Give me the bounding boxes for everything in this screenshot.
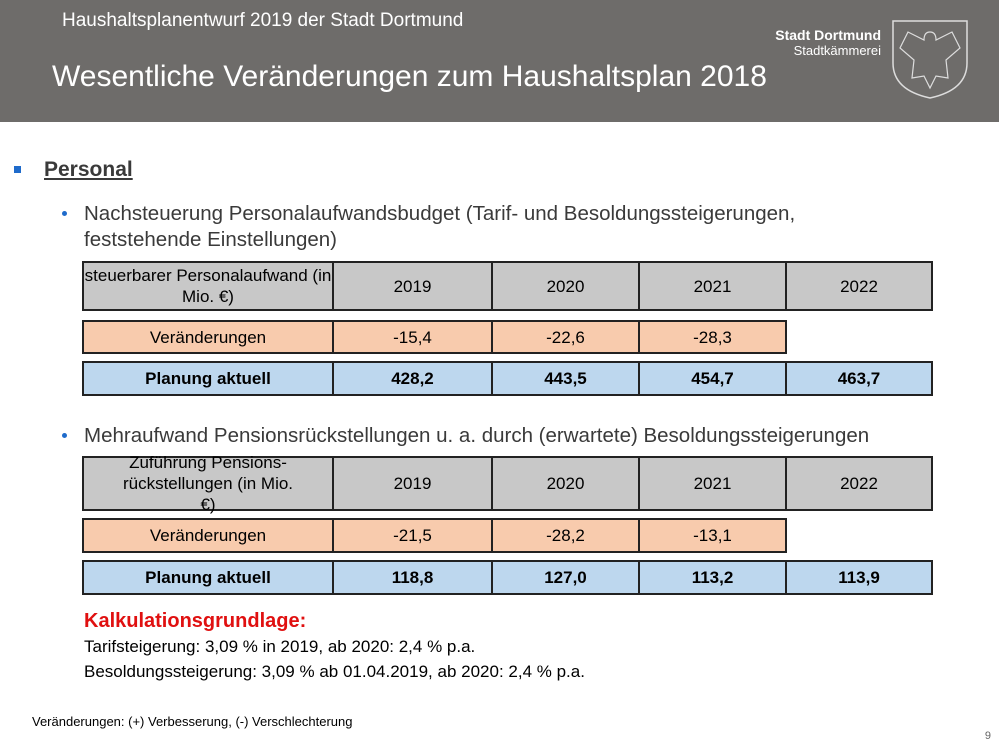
table-cell: -22,6: [491, 320, 640, 354]
table-cell: Planung aktuell: [82, 361, 334, 396]
table-cell: steuerbarer Personalaufwand (in Mio. €): [82, 261, 334, 311]
table-cell: 454,7: [638, 361, 787, 396]
table-cell: Veränderungen: [82, 518, 334, 553]
header-band: Haushaltsplanentwurf 2019 der Stadt Dort…: [0, 0, 999, 122]
calc-heading: Kalkulationsgrundlage:: [84, 610, 307, 632]
brand-dept: Stadtkämmerei: [793, 43, 881, 58]
table-cell: 2020: [491, 456, 640, 511]
calc-line1: Tarifsteigerung: 3,09 % in 2019, ab 2020…: [84, 637, 476, 656]
bullet1-line1: Nachsteuerung Personalaufwandsbudget (Ta…: [84, 202, 796, 225]
calc-line2: Besoldungssteigerung: 3,09 % ab 01.04.20…: [84, 662, 585, 681]
table-cell: 428,2: [332, 361, 493, 396]
table-cell: 118,8: [332, 560, 493, 595]
table-row-changes: Veränderungen -21,5 -28,2 -13,1: [82, 518, 787, 553]
page-number: 9: [984, 730, 991, 742]
table-cell: -13,1: [638, 518, 787, 553]
table-cell: -28,3: [638, 320, 787, 354]
table-cell: -28,2: [491, 518, 640, 553]
slide-title: Wesentliche Veränderungen zum Haushaltsp…: [52, 60, 767, 93]
table-row-plan: Planung aktuell 428,2 443,5 454,7 463,7: [82, 361, 933, 396]
eagle-crest-icon: [892, 20, 968, 99]
table-cell: 113,2: [638, 560, 787, 595]
bullet2-text: Mehraufwand Pensionsrückstellungen u. a.…: [84, 424, 870, 447]
table-cell: 443,5: [491, 361, 640, 396]
section-heading: Personal: [44, 158, 133, 181]
table-cell: 2022: [785, 261, 933, 311]
table-row-changes: Veränderungen -15,4 -22,6 -28,3: [82, 320, 787, 354]
brand-name: Stadt Dortmund: [775, 27, 881, 43]
table-cell: Planung aktuell: [82, 560, 334, 595]
table-row-plan: Planung aktuell 118,8 127,0 113,2 113,9: [82, 560, 933, 595]
table-cell: 127,0: [491, 560, 640, 595]
table-cell: 2019: [332, 456, 493, 511]
bullet-dot-icon: [62, 433, 67, 438]
slide-subtitle: Haushaltsplanentwurf 2019 der Stadt Dort…: [62, 10, 464, 31]
table-cell: Veränderungen: [82, 320, 334, 354]
table-cell: 2022: [785, 456, 933, 511]
table-cell: 2020: [491, 261, 640, 311]
footnote: Veränderungen: (+) Verbesserung, (-) Ver…: [32, 714, 353, 729]
table-cell: -21,5: [332, 518, 493, 553]
bullet-dot-icon: [62, 211, 67, 216]
table-cell: 113,9: [785, 560, 933, 595]
table-cell: 463,7: [785, 361, 933, 396]
table-cell: Zuführung Pensions-rückstellungen (in Mi…: [82, 453, 334, 514]
table-header-row: Zuführung Pensions-rückstellungen (in Mi…: [82, 453, 933, 514]
brand-text: Stadt Dortmund Stadtkämmerei: [775, 27, 881, 59]
table-header-row: steuerbarer Personalaufwand (in Mio. €) …: [82, 261, 933, 311]
table-cell: 2021: [638, 456, 787, 511]
bullet-square-icon: [14, 166, 21, 173]
bullet1-line2: feststehende Einstellungen): [84, 228, 338, 251]
table-cell: 2019: [332, 261, 493, 311]
table-cell: 2021: [638, 261, 787, 311]
table-cell: -15,4: [332, 320, 493, 354]
